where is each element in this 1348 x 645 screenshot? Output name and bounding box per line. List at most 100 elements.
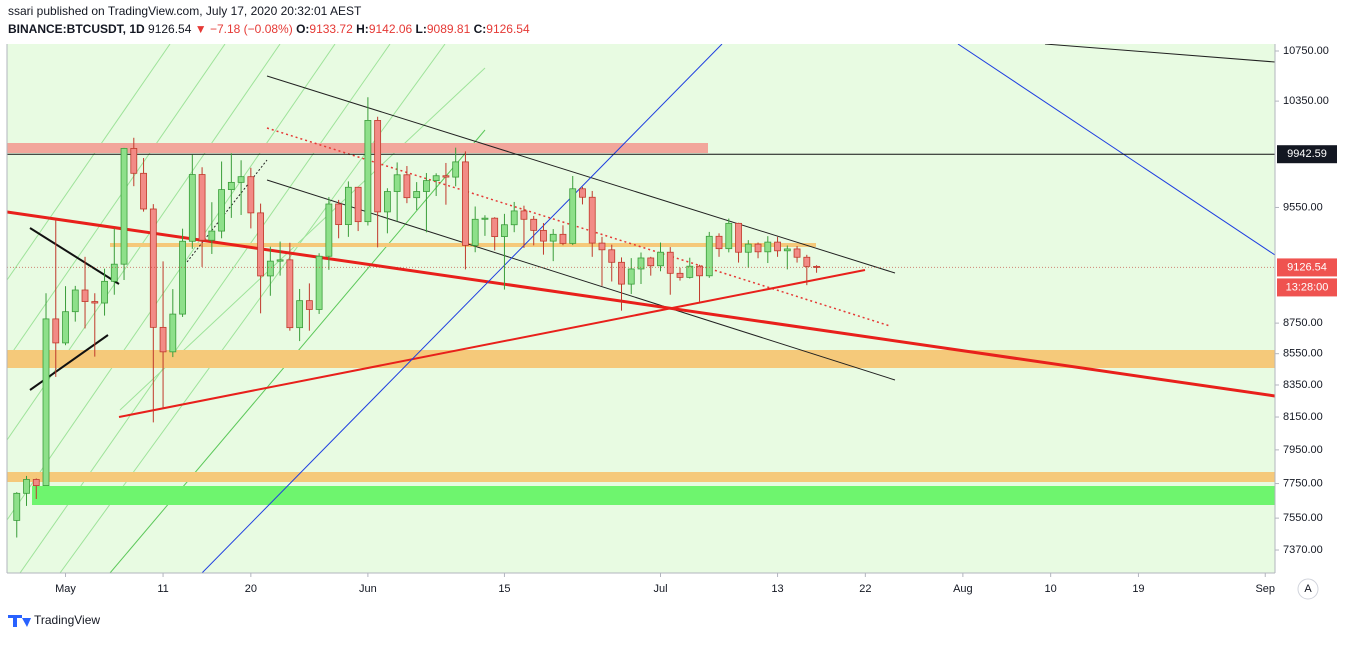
trend-line xyxy=(201,44,723,573)
x-tick-label: Sep xyxy=(1255,583,1275,595)
candle-body xyxy=(442,175,450,178)
y-tick-label: 8750.00 xyxy=(1283,317,1323,329)
auto-scale-button[interactable] xyxy=(1297,578,1319,600)
auto-scale-label[interactable]: A xyxy=(1304,583,1312,595)
x-tick-label: Jul xyxy=(653,583,667,595)
candle-body xyxy=(666,251,674,274)
candle-body xyxy=(305,300,313,310)
candle-body xyxy=(218,189,225,232)
candle-body xyxy=(676,272,684,278)
candle-body xyxy=(23,479,30,494)
x-tick-label: 13 xyxy=(771,583,783,595)
candle-body xyxy=(696,265,703,277)
y-tick-label: 10350.00 xyxy=(1283,95,1329,107)
candle-body xyxy=(481,217,489,220)
candle-body xyxy=(588,196,596,244)
candle-body xyxy=(257,212,265,277)
drawings xyxy=(7,44,1275,573)
candle-body xyxy=(403,174,411,199)
candle-body xyxy=(344,186,352,226)
last: 9126.54 xyxy=(148,22,192,36)
candle-body xyxy=(266,260,274,277)
candle-body xyxy=(110,263,118,282)
x-tick-label: Aug xyxy=(953,583,973,595)
candle-body xyxy=(237,176,245,183)
candle-body xyxy=(491,217,499,237)
x-tick-label: May xyxy=(55,583,76,595)
candle-body xyxy=(725,222,733,250)
publisher: ssari published on TradingView.com, July… xyxy=(8,4,362,18)
candle-body xyxy=(754,243,762,253)
candle-body xyxy=(286,259,294,329)
candle-body xyxy=(364,120,372,223)
candle-body xyxy=(71,289,79,313)
plot-background xyxy=(7,44,1275,573)
x-tick-label: 11 xyxy=(157,583,168,595)
candle-body xyxy=(296,300,304,329)
candle-body xyxy=(598,242,606,251)
candle-body xyxy=(413,191,421,199)
y-tick-label: 9550.00 xyxy=(1283,201,1323,213)
dotted-trend xyxy=(266,127,891,327)
candle-body xyxy=(101,280,108,304)
candle-body xyxy=(62,311,69,344)
candle-body xyxy=(627,268,635,285)
trend-line xyxy=(957,44,1275,256)
candle-body xyxy=(32,479,40,487)
demand-zone xyxy=(32,486,1275,505)
support-zone xyxy=(7,350,1275,368)
y-tick-label: 7750.00 xyxy=(1283,477,1323,489)
candle-body xyxy=(735,222,742,253)
ohlc-header: BINANCE:BTCUSDT, 1D 9126.54 ▼ −7.18 (−0.… xyxy=(8,22,530,36)
candle-body xyxy=(423,180,430,192)
candle-body xyxy=(188,174,196,242)
x-tick-label: 15 xyxy=(498,583,510,595)
candle-body xyxy=(608,249,616,263)
symbol: BINANCE:BTCUSDT, 1D xyxy=(8,22,145,36)
candle-body xyxy=(783,248,791,252)
candle-body xyxy=(120,148,128,265)
candle-body xyxy=(462,161,469,246)
candle-body xyxy=(374,120,382,213)
candle-body xyxy=(793,248,801,258)
brand-logo xyxy=(8,615,31,627)
y-tick-label: 7950.00 xyxy=(1283,444,1323,456)
open: 9133.72 xyxy=(309,22,353,36)
last-price-label: 9126.54 xyxy=(1287,261,1327,273)
y-tick-label: 10750.00 xyxy=(1283,45,1329,57)
candle-body xyxy=(276,259,284,262)
candle-body xyxy=(52,318,60,344)
x-tick-label: 10 xyxy=(1045,583,1057,595)
channel-line xyxy=(266,179,896,381)
countdown-label: 13:28:00 xyxy=(1286,281,1329,293)
candle-body xyxy=(335,203,343,226)
candle-body xyxy=(179,240,186,315)
low: 9089.81 xyxy=(427,22,471,36)
candle-body xyxy=(637,257,645,270)
candle-body xyxy=(813,265,820,268)
trend-line xyxy=(1044,44,1275,63)
candle-body xyxy=(705,235,713,277)
candle-body xyxy=(42,318,50,487)
candle-body xyxy=(315,255,323,310)
x-tick-label: 19 xyxy=(1132,583,1144,595)
candle-body xyxy=(13,492,21,521)
candle-body xyxy=(198,174,206,241)
x-tick-label: 20 xyxy=(245,583,257,595)
resistance-zone xyxy=(7,143,708,153)
candle-body xyxy=(530,218,538,231)
level-label: 9942.59 xyxy=(1287,148,1327,160)
candle-body xyxy=(744,243,752,253)
candle-body xyxy=(803,256,811,267)
candle-body xyxy=(91,301,99,304)
candle-body xyxy=(149,208,157,328)
candle-body xyxy=(549,233,557,242)
change: −7.18 (−0.08%) xyxy=(210,22,293,36)
trend-line xyxy=(118,269,866,418)
h-label: H: xyxy=(356,22,369,36)
candle-body xyxy=(383,191,391,213)
candle-body xyxy=(520,210,528,220)
candle-body xyxy=(247,176,255,214)
candle-body xyxy=(618,261,625,285)
